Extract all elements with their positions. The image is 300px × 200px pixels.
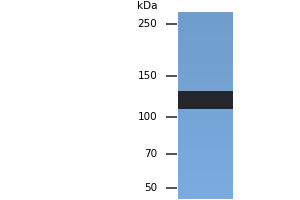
Polygon shape (178, 101, 233, 103)
Polygon shape (178, 133, 233, 136)
Polygon shape (178, 89, 233, 91)
Polygon shape (178, 164, 233, 166)
Polygon shape (178, 73, 233, 75)
Polygon shape (178, 166, 233, 168)
Polygon shape (178, 12, 233, 15)
Polygon shape (178, 52, 233, 54)
Polygon shape (178, 66, 233, 68)
Polygon shape (178, 22, 233, 24)
Text: 250: 250 (138, 19, 158, 29)
Polygon shape (178, 194, 233, 196)
Polygon shape (178, 178, 233, 180)
Polygon shape (178, 192, 233, 194)
Text: 150: 150 (138, 71, 158, 81)
Polygon shape (178, 182, 233, 185)
Polygon shape (178, 84, 233, 87)
Polygon shape (178, 31, 233, 33)
Polygon shape (178, 117, 233, 119)
Polygon shape (178, 168, 233, 171)
Polygon shape (178, 82, 233, 84)
Polygon shape (178, 40, 233, 43)
Polygon shape (178, 143, 233, 145)
Text: 100: 100 (138, 112, 158, 122)
Polygon shape (178, 36, 233, 38)
Polygon shape (178, 77, 233, 80)
Polygon shape (178, 26, 233, 29)
Polygon shape (178, 122, 233, 124)
Polygon shape (178, 91, 233, 109)
Polygon shape (178, 61, 233, 63)
Polygon shape (178, 189, 233, 192)
Polygon shape (178, 96, 233, 98)
Polygon shape (178, 115, 233, 117)
Polygon shape (178, 152, 233, 154)
Polygon shape (178, 159, 233, 161)
Polygon shape (178, 108, 233, 110)
Polygon shape (178, 173, 233, 175)
Polygon shape (178, 50, 233, 52)
Polygon shape (178, 56, 233, 59)
Polygon shape (178, 140, 233, 143)
Polygon shape (178, 187, 233, 189)
Text: kDa: kDa (137, 1, 158, 11)
Polygon shape (178, 150, 233, 152)
Polygon shape (178, 29, 233, 31)
Polygon shape (178, 129, 233, 131)
Polygon shape (178, 154, 233, 157)
Polygon shape (178, 147, 233, 150)
Polygon shape (178, 157, 233, 159)
Polygon shape (178, 15, 233, 17)
Polygon shape (178, 33, 233, 36)
Text: 70: 70 (144, 149, 158, 159)
Polygon shape (178, 138, 233, 140)
Polygon shape (178, 54, 233, 56)
Polygon shape (178, 161, 233, 164)
Polygon shape (178, 196, 233, 199)
Polygon shape (178, 171, 233, 173)
Polygon shape (178, 105, 233, 108)
Polygon shape (178, 94, 233, 96)
Polygon shape (178, 45, 233, 47)
Polygon shape (178, 91, 233, 94)
Polygon shape (178, 19, 233, 22)
Polygon shape (178, 38, 233, 40)
Polygon shape (178, 70, 233, 73)
Polygon shape (178, 126, 233, 129)
Polygon shape (178, 80, 233, 82)
Polygon shape (178, 136, 233, 138)
Polygon shape (178, 145, 233, 147)
Polygon shape (178, 75, 233, 77)
Polygon shape (178, 24, 233, 26)
Polygon shape (178, 124, 233, 126)
Polygon shape (178, 47, 233, 50)
Polygon shape (178, 17, 233, 19)
Polygon shape (178, 103, 233, 105)
Polygon shape (178, 175, 233, 178)
Polygon shape (178, 43, 233, 45)
Polygon shape (178, 180, 233, 182)
Polygon shape (178, 119, 233, 122)
Polygon shape (178, 112, 233, 115)
Polygon shape (178, 59, 233, 61)
Polygon shape (178, 98, 233, 101)
Polygon shape (178, 110, 233, 112)
Polygon shape (178, 63, 233, 66)
Polygon shape (178, 185, 233, 187)
Polygon shape (178, 68, 233, 70)
Polygon shape (178, 87, 233, 89)
Text: 50: 50 (144, 183, 158, 193)
Polygon shape (178, 131, 233, 133)
